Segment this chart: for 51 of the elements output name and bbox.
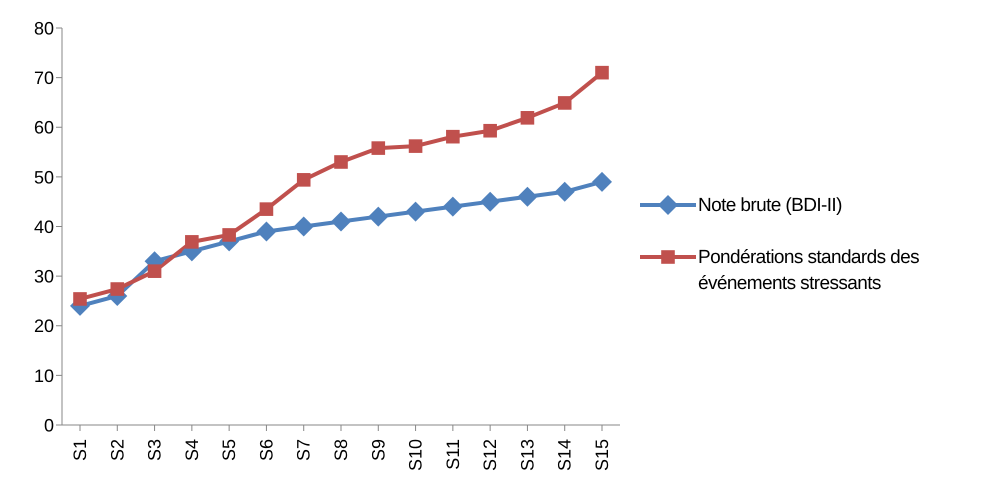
x-tick-label: S11 [442, 439, 463, 470]
point [558, 96, 572, 110]
x-tick-label: S14 [554, 439, 575, 472]
y-tick-label: 80 [34, 18, 54, 38]
legend-label: Pondérations standards des événements stressants [698, 246, 920, 296]
x-tick-label: S7 [294, 439, 314, 462]
y-tick-label: 0 [44, 415, 54, 436]
point [520, 111, 534, 125]
point [185, 235, 199, 249]
x-tick-label: S5 [219, 439, 240, 462]
point [331, 212, 351, 232]
x-tick-label: S9 [368, 439, 388, 462]
x-tick-label: S3 [144, 439, 165, 462]
point [296, 173, 311, 187]
x-tick-label: S10 [406, 439, 426, 472]
y-tick-label: 60 [34, 118, 54, 138]
y-tick-label: 20 [34, 316, 54, 336]
x-tick-label: S4 [182, 439, 202, 462]
x-tick-label: S15 [592, 439, 612, 472]
point [517, 186, 538, 207]
point [446, 130, 460, 144]
y-tick-label: 50 [34, 167, 54, 188]
point [222, 228, 236, 242]
point [148, 264, 162, 278]
point [442, 196, 463, 217]
y-tick-label: 70 [34, 68, 54, 88]
point [371, 141, 386, 155]
point [294, 216, 314, 236]
point [73, 292, 87, 306]
point [480, 192, 500, 212]
point [554, 182, 575, 202]
point [406, 202, 426, 222]
point [595, 66, 609, 80]
x-tick-label: S13 [517, 439, 538, 472]
y-tick-label: 40 [34, 216, 54, 237]
x-tick-label: S8 [331, 439, 351, 462]
point [110, 282, 124, 296]
point [334, 155, 348, 169]
legend-label: Note brute (BDI-II) [698, 194, 843, 218]
y-tick-label: 30 [34, 266, 54, 287]
x-tick-label: S6 [256, 439, 276, 462]
x-tick-label: S12 [480, 439, 500, 472]
point [408, 139, 422, 153]
y-tick-label: 10 [34, 366, 54, 386]
point [368, 206, 388, 227]
point [592, 172, 612, 192]
point [256, 221, 276, 242]
point [260, 202, 274, 216]
x-tick-label: S2 [107, 439, 128, 462]
point [483, 124, 497, 138]
x-tick-label: S1 [70, 439, 90, 462]
